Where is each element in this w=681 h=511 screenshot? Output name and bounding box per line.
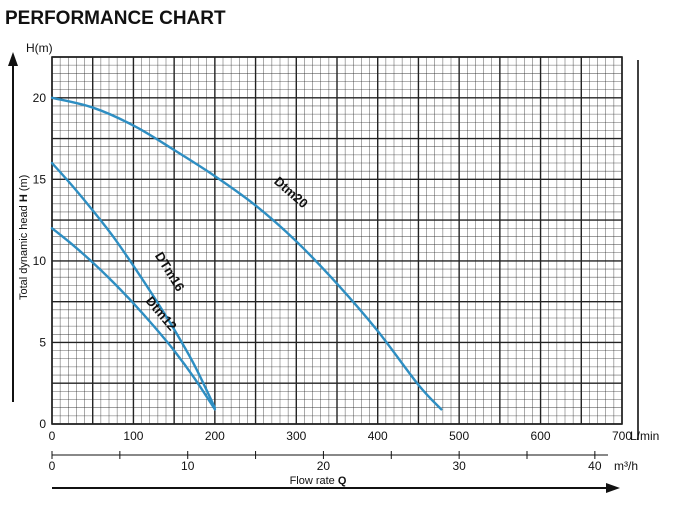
x-axis-unit-primary: L/min	[630, 429, 659, 443]
x-tick-label: 500	[449, 429, 469, 443]
x-axis-arrowhead	[606, 483, 620, 493]
plot-frame	[51, 56, 623, 425]
x2-tick-label: 20	[317, 459, 331, 473]
x-tick-label: 700	[612, 429, 632, 443]
x-tick-label: 100	[123, 429, 143, 443]
x-tick-label: 0	[49, 429, 56, 443]
y-tick-label: 10	[33, 254, 47, 268]
y-axis-arrowhead	[8, 52, 18, 66]
x2-tick-label: 40	[588, 459, 602, 473]
x-tick-label: 400	[368, 429, 388, 443]
y-axis-title-part: H	[18, 194, 30, 202]
y-axis-title-part: (m)	[18, 175, 30, 195]
chart-grid	[51, 56, 623, 425]
x2-tick-label: 30	[452, 459, 466, 473]
x2-tick-label: 10	[181, 459, 195, 473]
x-axis-title-part: Q	[338, 475, 347, 487]
x-axis-title-part: Flow rate	[290, 475, 338, 487]
y-axis-title: Total dynamic head H (m)	[18, 175, 30, 300]
y-tick-label: 0	[39, 417, 46, 431]
curve-dtm16	[50, 161, 217, 409]
x-tick-label: 200	[205, 429, 225, 443]
x-axis-title: Flow rate Q	[290, 475, 347, 487]
y-tick-label: 5	[39, 335, 46, 349]
y-tick-label: 20	[33, 91, 47, 105]
y-axis-title-part: Total dynamic head	[18, 202, 30, 300]
y-tick-label: 15	[33, 172, 47, 186]
chart-curves	[50, 96, 443, 411]
y-axis-unit-label: H(m)	[26, 41, 53, 55]
curve-dtm12	[50, 227, 217, 411]
x2-tick-label: 0	[49, 459, 56, 473]
x-axis-unit-secondary: m³/h	[614, 459, 638, 473]
chart-title: PERFORMANCE CHART	[5, 8, 226, 29]
curve-dtm20	[50, 96, 443, 411]
x-tick-label: 600	[531, 429, 551, 443]
x-tick-label: 300	[286, 429, 306, 443]
